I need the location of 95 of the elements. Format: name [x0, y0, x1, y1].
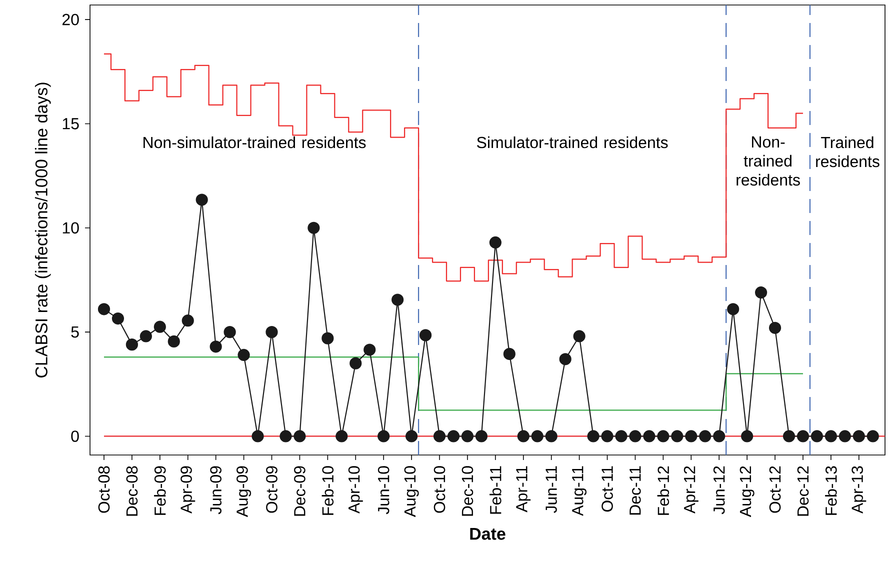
x-tick-label: Feb-13 [825, 466, 837, 515]
point [796, 430, 810, 442]
point [545, 430, 558, 442]
point [573, 330, 586, 342]
point [824, 430, 838, 442]
point [322, 332, 334, 344]
x-tick-label: Apr-10 [348, 466, 363, 514]
point [782, 430, 796, 442]
point [503, 348, 516, 360]
x-tick-label: Jun-12 [713, 466, 725, 514]
y-axis-title: CLABSI rate (infections/1000 line days) [34, 82, 51, 378]
point [350, 357, 362, 370]
point [559, 353, 572, 366]
point [461, 430, 474, 442]
point [685, 430, 698, 442]
point [755, 286, 768, 299]
x-tick-label: Feb-11 [490, 466, 502, 514]
y-tick-label: 5 [71, 326, 79, 338]
point [126, 338, 138, 351]
x-tick-label: Oct-11 [602, 466, 613, 512]
y-tick-label: 15 [62, 118, 79, 130]
x-tick-label: Oct-09 [266, 466, 278, 513]
x-tick-label: Dec-10 [462, 466, 474, 516]
point [671, 430, 684, 442]
annotation: Trained residents [816, 136, 880, 168]
x-tick-label: Dec-11 [630, 466, 641, 515]
point [392, 294, 404, 306]
x-axis-title: Date [470, 528, 506, 540]
x-tick-label: Dec-09 [294, 466, 306, 516]
x-tick-label: Oct-08 [98, 466, 110, 513]
x-tick-label: Feb-12 [657, 466, 670, 515]
x-tick-label: Jun-10 [378, 466, 390, 514]
point [727, 303, 740, 316]
point [768, 322, 782, 334]
x-tick-label: Aug-10 [404, 466, 419, 518]
point [741, 430, 754, 442]
point [489, 236, 502, 249]
point [238, 348, 250, 362]
point [140, 330, 152, 342]
point [866, 430, 879, 442]
point [838, 430, 851, 442]
x-tick-label: Dec-12 [797, 466, 809, 516]
x-tick-label: Oct-10 [434, 466, 446, 513]
point [587, 430, 600, 442]
y-tick-label: 10 [62, 222, 79, 234]
point [364, 344, 376, 356]
annotation: Simulator-trained residents [477, 136, 668, 148]
point [182, 314, 194, 327]
point [713, 430, 726, 442]
point [447, 430, 460, 442]
point [112, 312, 124, 325]
point [378, 430, 390, 442]
point [657, 430, 670, 442]
x-tick-label: Jun-11 [546, 466, 557, 514]
x-tick-label: Aug-09 [236, 466, 252, 518]
x-tick-label: Oct-12 [769, 466, 781, 513]
point [601, 430, 614, 442]
x-tick-label: Feb-10 [322, 466, 334, 515]
point [699, 430, 712, 442]
x-tick-label: Aug-11 [572, 466, 586, 516]
annotation: Non-trained residents [736, 136, 800, 186]
x-tick-label: Apr-12 [684, 466, 698, 514]
x-tick-label: Apr-09 [180, 466, 196, 514]
point [852, 430, 865, 442]
point [643, 430, 656, 442]
x-tick-label: Feb-09 [154, 466, 166, 515]
point [336, 430, 348, 442]
point [210, 340, 222, 353]
point [615, 430, 628, 442]
point [475, 430, 488, 442]
point [154, 320, 166, 333]
point [98, 303, 110, 316]
y-tick-label: 20 [62, 14, 79, 26]
annotation: Non-simulator-trained residents [144, 136, 366, 148]
point [168, 335, 180, 348]
point [308, 222, 320, 234]
point [280, 430, 292, 442]
point [517, 430, 530, 442]
point [294, 430, 306, 442]
point [406, 430, 418, 442]
point [810, 430, 824, 442]
point [224, 326, 236, 338]
point [252, 430, 264, 442]
point [531, 430, 544, 442]
x-tick-label: Aug-12 [740, 466, 754, 518]
x-tick-label: Dec-08 [126, 466, 138, 516]
x-tick-label: Apr-11 [516, 466, 531, 512]
point [433, 430, 446, 442]
x-tick-label: Apr-13 [852, 466, 866, 514]
y-tick-label: 0 [71, 430, 79, 442]
point [196, 194, 208, 206]
point [419, 329, 432, 342]
point [266, 326, 278, 338]
x-tick-label: Jun-09 [210, 466, 222, 514]
point [629, 430, 642, 442]
